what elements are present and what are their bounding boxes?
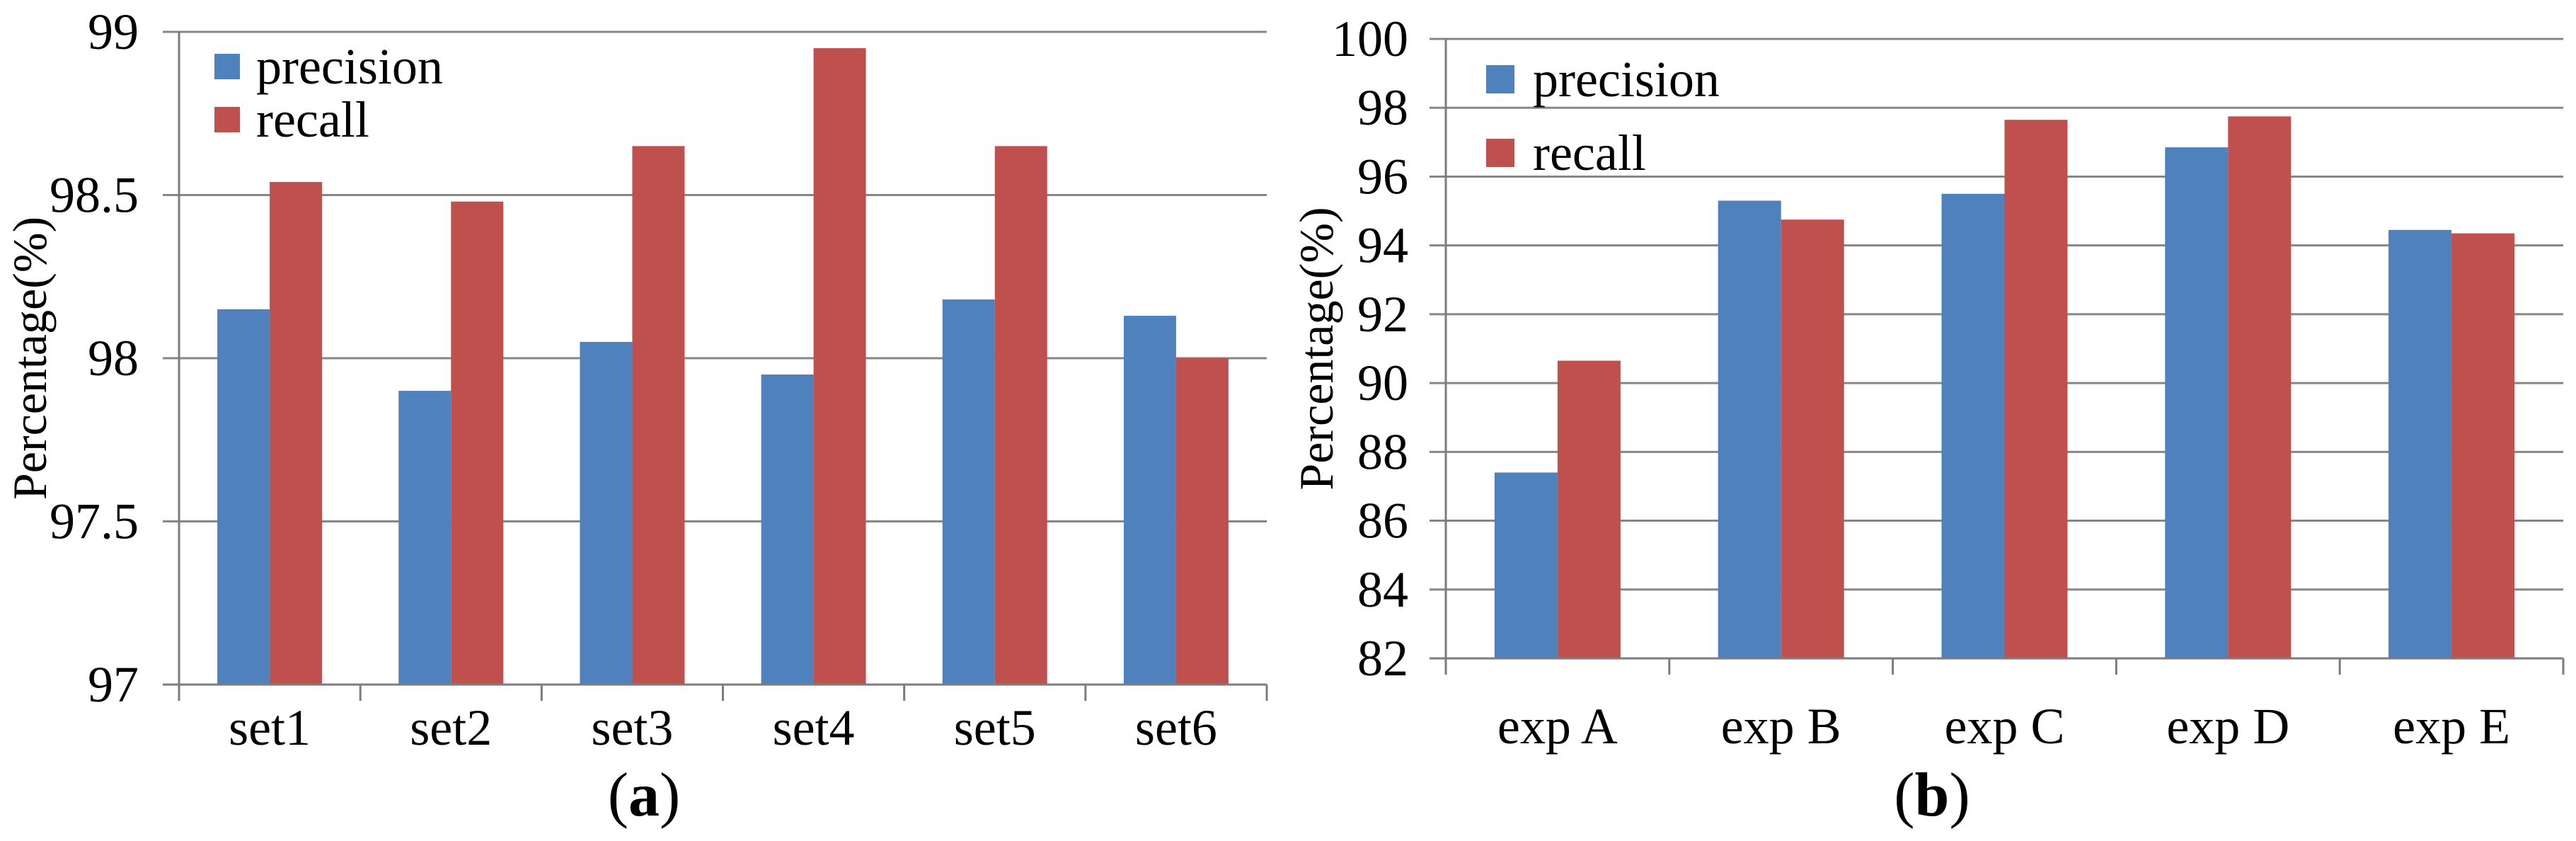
x-category-label: set3 xyxy=(591,699,673,756)
legend-label-precision: precision xyxy=(256,38,443,95)
legend-swatch-recall xyxy=(1486,139,1514,167)
y-tick-label: 99 xyxy=(88,4,139,60)
bar-recall-set4 xyxy=(813,48,866,685)
caption-paren-close: ) xyxy=(660,761,681,830)
y-tick-label: 90 xyxy=(1357,355,1408,411)
bar-recall-set3 xyxy=(632,146,685,685)
y-tick-label: 98.5 xyxy=(50,167,139,224)
y-tick-label: 100 xyxy=(1332,11,1408,67)
y-tick-label: 98 xyxy=(88,330,139,387)
y-tick-label: 86 xyxy=(1357,493,1408,549)
y-tick-label: 96 xyxy=(1357,148,1408,205)
bar-precision-exp-C xyxy=(1941,193,2005,658)
legend-swatch-precision xyxy=(214,54,240,79)
x-category-label: exp A xyxy=(1497,698,1618,755)
y-tick-label: 97.5 xyxy=(50,493,139,550)
subfigure-caption-a: (a) xyxy=(0,765,1288,827)
bar-recall-set2 xyxy=(451,201,504,685)
y-tick-label: 98 xyxy=(1357,79,1408,136)
bar-recall-set1 xyxy=(270,182,323,685)
y-tick-label: 92 xyxy=(1357,286,1408,343)
legend-label-precision: precision xyxy=(1533,51,1720,108)
bar-precision-set3 xyxy=(580,341,633,685)
caption-paren-open: ( xyxy=(607,761,628,830)
bar-recall-exp-A xyxy=(1557,360,1621,658)
legend-swatch-precision xyxy=(1486,65,1514,93)
bar-recall-exp-C xyxy=(2004,120,2068,659)
bar-precision-set6 xyxy=(1123,316,1176,685)
x-category-label: set5 xyxy=(954,699,1036,756)
legend-label-recall: recall xyxy=(256,91,369,148)
x-category-label: set1 xyxy=(229,699,311,756)
x-category-label: exp B xyxy=(1721,698,1841,755)
y-axis-title: Percentage(%) xyxy=(3,217,57,500)
caption-letter: a xyxy=(628,761,660,830)
caption-paren-close: ) xyxy=(1949,761,1970,830)
y-axis-title: Percentage(%) xyxy=(1289,207,1343,490)
bar-precision-set4 xyxy=(761,374,814,685)
subfigure-caption-b: (b) xyxy=(1288,765,2576,827)
y-tick-label: 97 xyxy=(88,656,139,713)
x-category-label: exp C xyxy=(1945,698,2065,755)
caption-paren-open: ( xyxy=(1894,761,1915,830)
bar-precision-exp-D xyxy=(2165,147,2229,658)
bar-precision-exp-B xyxy=(1718,200,1781,658)
y-tick-label: 82 xyxy=(1357,630,1408,687)
bar-recall-exp-B xyxy=(1781,219,1844,658)
bar-precision-set1 xyxy=(217,309,270,685)
bar-precision-set5 xyxy=(942,299,995,685)
bar-chart-panel-a: 97 97.5 98 98.5 99 set1 set2 set3 set4 set5 set6 Pe… xyxy=(3,4,1268,756)
legend-label-recall: recall xyxy=(1533,125,1646,181)
x-category-label: set4 xyxy=(773,699,855,756)
x-category-label: set6 xyxy=(1135,699,1217,756)
x-category-label: set2 xyxy=(410,699,492,756)
x-category-label: exp D xyxy=(2166,698,2289,755)
y-tick-label: 94 xyxy=(1357,217,1408,274)
bar-recall-set5 xyxy=(994,146,1047,685)
bar-recall-exp-D xyxy=(2228,116,2292,658)
y-tick-label: 84 xyxy=(1357,561,1408,618)
x-category-label: exp E xyxy=(2393,698,2510,755)
bar-precision-exp-A xyxy=(1494,472,1558,658)
bar-chart-panel-b: 82 84 86 88 90 92 94 96 98 100 exp A exp B exp C exp … xyxy=(1289,11,2565,755)
bar-recall-exp-E xyxy=(2451,233,2515,658)
caption-letter: b xyxy=(1914,761,1950,830)
y-tick-label: 88 xyxy=(1357,423,1408,480)
bar-precision-set2 xyxy=(398,391,452,685)
bar-recall-set6 xyxy=(1175,358,1229,685)
legend-swatch-recall xyxy=(214,107,240,132)
bar-precision-exp-E xyxy=(2388,229,2452,659)
